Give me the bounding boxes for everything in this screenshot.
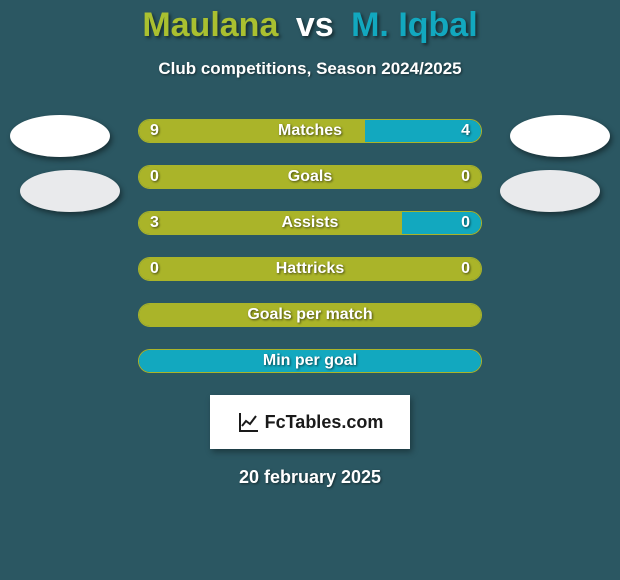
player1-name: Maulana xyxy=(142,6,278,44)
stat-bar-left xyxy=(139,166,481,188)
stat-bar: Min per goal xyxy=(138,349,482,373)
stat-row: Goals per match xyxy=(0,293,620,339)
stat-row: Min per goal xyxy=(0,339,620,385)
stat-bar-right xyxy=(365,120,481,142)
brand-chart-icon xyxy=(237,410,261,434)
player2-name: M. Iqbal xyxy=(351,6,478,44)
stat-bar: Goals per match xyxy=(138,303,482,327)
stat-bar: Assists xyxy=(138,211,482,235)
vs-label: vs xyxy=(296,6,334,44)
stat-bar-right xyxy=(139,350,481,372)
stat-bar: Matches xyxy=(138,119,482,143)
stat-bar-right xyxy=(402,212,481,234)
stat-row: Goals00 xyxy=(0,155,620,201)
stat-row: Hattricks00 xyxy=(0,247,620,293)
stat-bar-left xyxy=(139,120,365,142)
stat-bar-left xyxy=(139,258,481,280)
footer-date: 20 february 2025 xyxy=(0,467,620,488)
page-title: Maulana vs M. Iqbal xyxy=(0,0,620,45)
brand-badge[interactable]: FcTables.com xyxy=(210,395,410,449)
stat-bar: Hattricks xyxy=(138,257,482,281)
stat-bar-left xyxy=(139,304,481,326)
stats-chart: Matches94Goals00Assists30Hattricks00 Goal… xyxy=(0,109,620,385)
stat-bar-left xyxy=(139,212,402,234)
stat-bar: Goals xyxy=(138,165,482,189)
subtitle: Club competitions, Season 2024/2025 xyxy=(0,59,620,79)
brand-text: FcTables.com xyxy=(265,412,384,433)
stat-row: Matches94 xyxy=(0,109,620,155)
stat-row: Assists30 xyxy=(0,201,620,247)
